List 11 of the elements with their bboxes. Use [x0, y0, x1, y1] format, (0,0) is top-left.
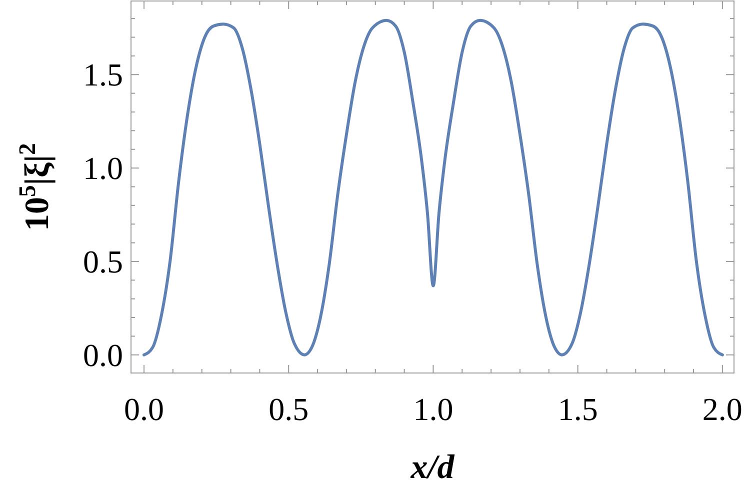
x-tick-label: 2.0: [702, 391, 742, 427]
x-tick-label: 1.0: [413, 391, 454, 427]
x-tick-label: 0.0: [124, 391, 164, 427]
line-series: [142, 18, 724, 356]
y-tick-label: 0.5: [83, 243, 123, 280]
x-axis-title: x/d: [410, 449, 456, 486]
y-tick-label: 1.0: [83, 150, 123, 186]
y-tick-label: 0.0: [83, 336, 123, 373]
x-tick-label: 0.5: [268, 391, 309, 427]
x-tick-label: 1.5: [558, 391, 598, 427]
y-tick-label: 1.5: [83, 56, 123, 93]
